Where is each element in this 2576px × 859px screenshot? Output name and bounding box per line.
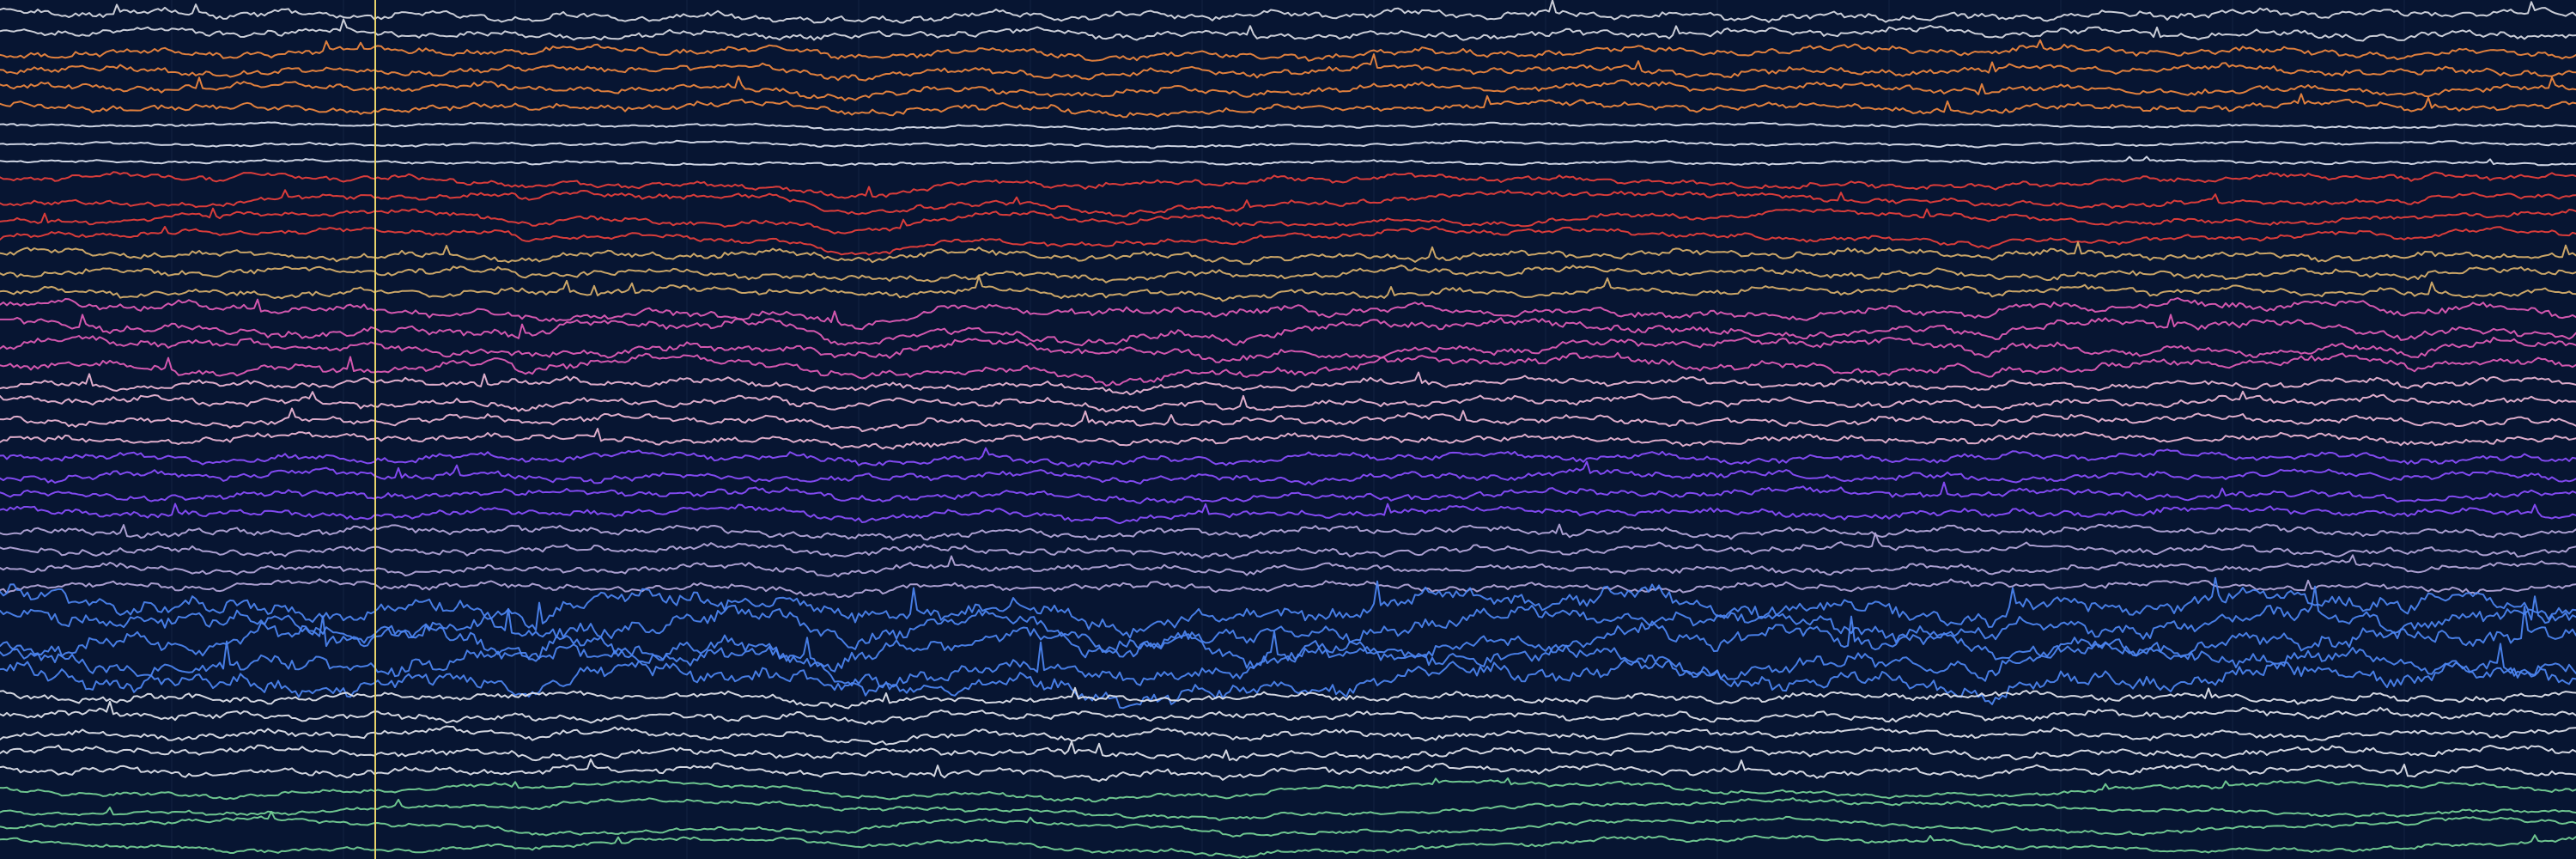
channel-trace [0, 335, 2576, 363]
channel-trace [0, 275, 2576, 302]
channel-trace [0, 777, 2576, 803]
channel-trace [0, 503, 2576, 525]
channel-trace [0, 576, 2576, 639]
channel-trace [0, 606, 2576, 673]
channel-trace [0, 241, 2576, 265]
channel-trace [0, 428, 2576, 450]
channel-trace [0, 407, 2576, 433]
channel-trace [0, 264, 2576, 283]
channel-trace [0, 700, 2576, 726]
channel-trace [0, 171, 2576, 199]
channel-trace [0, 351, 2576, 387]
channel-trace [0, 207, 2576, 235]
channel-trace [0, 296, 2576, 331]
channel-trace [0, 834, 2576, 859]
channel-trace [0, 93, 2576, 119]
channel-trace [0, 460, 2576, 486]
channel-trace [0, 686, 2576, 710]
channel-trace [0, 155, 2576, 167]
channel-trace [0, 640, 2576, 691]
channel-trace [0, 39, 2576, 62]
channel-trace [0, 578, 2576, 599]
channel-trace [0, 523, 2576, 541]
channel-trace [0, 53, 2576, 82]
channel-trace [0, 758, 2576, 783]
channel-trace [0, 643, 2576, 710]
channel-trace [0, 481, 2576, 504]
channel-trace [0, 0, 2576, 24]
channel-trace [0, 810, 2576, 838]
channel-trace [0, 447, 2576, 468]
channel-trace [0, 585, 2576, 653]
channel-trace [0, 76, 2576, 101]
channel-trace [0, 225, 2576, 256]
channel-trace [0, 532, 2576, 560]
time-gridlines [171, 0, 2405, 859]
channel-trace [0, 18, 2576, 42]
channel-trace [0, 314, 2576, 347]
channel-trace [0, 725, 2576, 746]
channel-trace [0, 121, 2576, 131]
channel-trace [0, 189, 2576, 218]
channel-trace [0, 139, 2576, 149]
channel-trace [0, 371, 2576, 396]
channel-trace [0, 740, 2576, 762]
channel-trace [0, 554, 2576, 578]
channel-trace [0, 797, 2576, 821]
channel-trace [0, 390, 2576, 413]
